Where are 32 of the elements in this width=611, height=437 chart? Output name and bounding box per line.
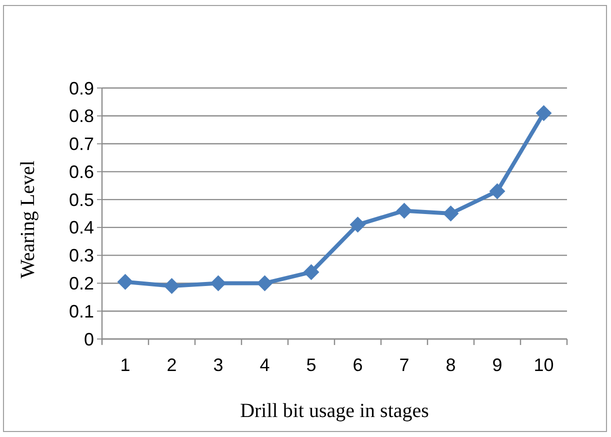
y-tick-label: 0.1: [68, 301, 94, 322]
x-tick-label: 5: [306, 355, 316, 375]
y-axis-title: Wearing Level: [17, 160, 39, 278]
y-tick-label: 0.7: [68, 134, 94, 154]
y-tick-label: 0: [84, 329, 94, 350]
y-tick-label: 0.9: [68, 78, 94, 98]
y-tick-label: 0.6: [68, 162, 94, 182]
y-tick-label: 0.8: [68, 106, 94, 126]
point: [117, 274, 134, 290]
x-tick-label: 7: [399, 355, 410, 375]
x-tick-label: 6: [352, 355, 363, 375]
point: [164, 278, 180, 294]
point: [442, 206, 459, 222]
y-tick-label: 0.5: [68, 190, 94, 210]
x-tick-label: 8: [446, 355, 456, 375]
y-tick-label: 0.4: [68, 218, 94, 238]
point: [256, 275, 273, 292]
x-tick-label: 4: [260, 355, 270, 375]
y-tick-label: 0.2: [68, 274, 94, 294]
point: [396, 202, 412, 219]
point: [536, 105, 552, 122]
point: [489, 183, 506, 200]
x-axis-title: Drill bit usage in stages: [240, 400, 430, 422]
point: [350, 216, 366, 233]
y-tick-label: 0.3: [68, 246, 94, 266]
x-tick-label: 1: [120, 355, 130, 375]
x-tick-label: 10: [534, 355, 554, 375]
x-tick-label: 3: [213, 355, 224, 375]
x-tick-label: 9: [492, 355, 502, 375]
x-tick-label: 2: [166, 355, 177, 375]
point: [210, 275, 226, 292]
point: [303, 264, 320, 280]
